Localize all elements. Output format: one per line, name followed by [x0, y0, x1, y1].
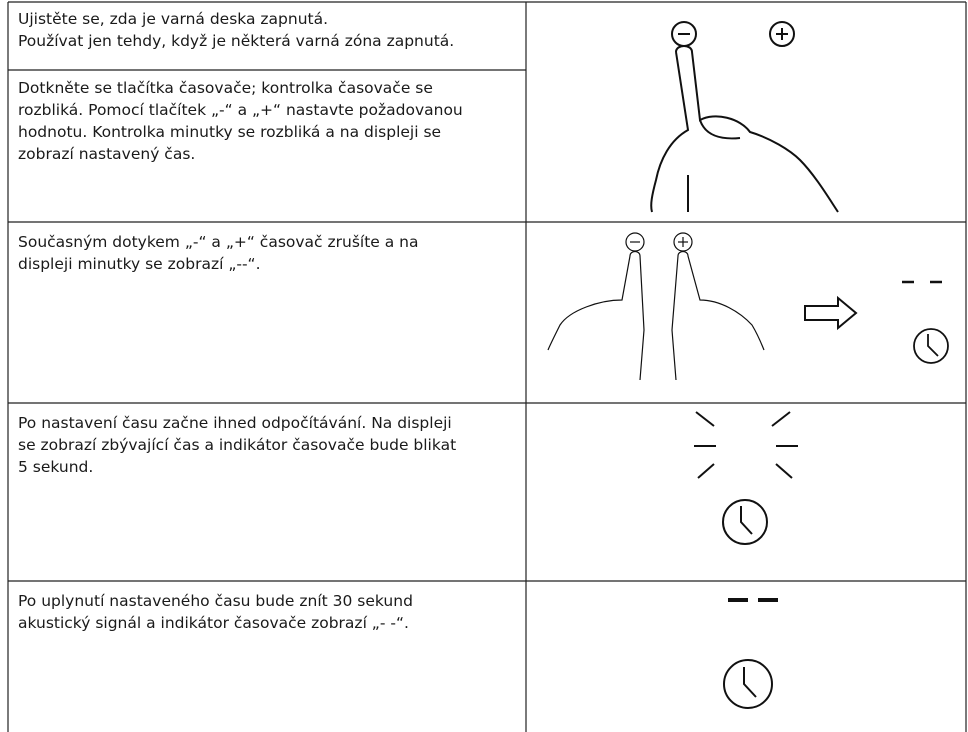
hand-illustration: [650, 21, 839, 213]
text-cell: Současným dotykem „-“ a „+“ časovač zruš…: [18, 231, 518, 275]
text-cell: Po nastavení času začne ihned odpočítává…: [18, 412, 518, 478]
text-line: 5 sekund.: [18, 458, 94, 476]
timer-illustration: [723, 598, 778, 709]
text-line: displeji minutky se zobrazí „--“.: [18, 255, 261, 273]
text-line: Dotkněte se tlačítka časovače; kontrolka…: [18, 79, 433, 97]
text-line: Současným dotykem „-“ a „+“ časovač zruš…: [18, 233, 419, 251]
text-line: Po uplynutí nastaveného času bude znít 3…: [18, 592, 413, 610]
text-cell: Po uplynutí nastaveného času bude znít 3…: [18, 590, 518, 634]
text-line: se zobrazí zbývající čas a indikátor čas…: [18, 436, 457, 454]
text-cell: Dotkněte se tlačítka časovače; kontrolka…: [18, 77, 518, 165]
text-line: rozbliká. Pomocí tlačítek „-“ a „+“ nast…: [18, 101, 463, 119]
text-cell: Ujistěte se, zda je varná deska zapnutá.…: [18, 8, 518, 52]
text-line: Po nastavení času začne ihned odpočítává…: [18, 414, 452, 432]
text-line: Používat jen tehdy, když je některá varn…: [18, 32, 455, 50]
text-line: zobrazí nastavený čas.: [18, 145, 196, 163]
text-line: akustický signál a indikátor časovače zo…: [18, 614, 409, 632]
text-line: Ujistěte se, zda je varná deska zapnutá.: [18, 10, 329, 28]
two-hands-illustration: [547, 232, 949, 381]
display-illustration: [694, 411, 798, 545]
text-line: hodnotu. Kontrolka minutky se rozbliká a…: [18, 123, 442, 141]
